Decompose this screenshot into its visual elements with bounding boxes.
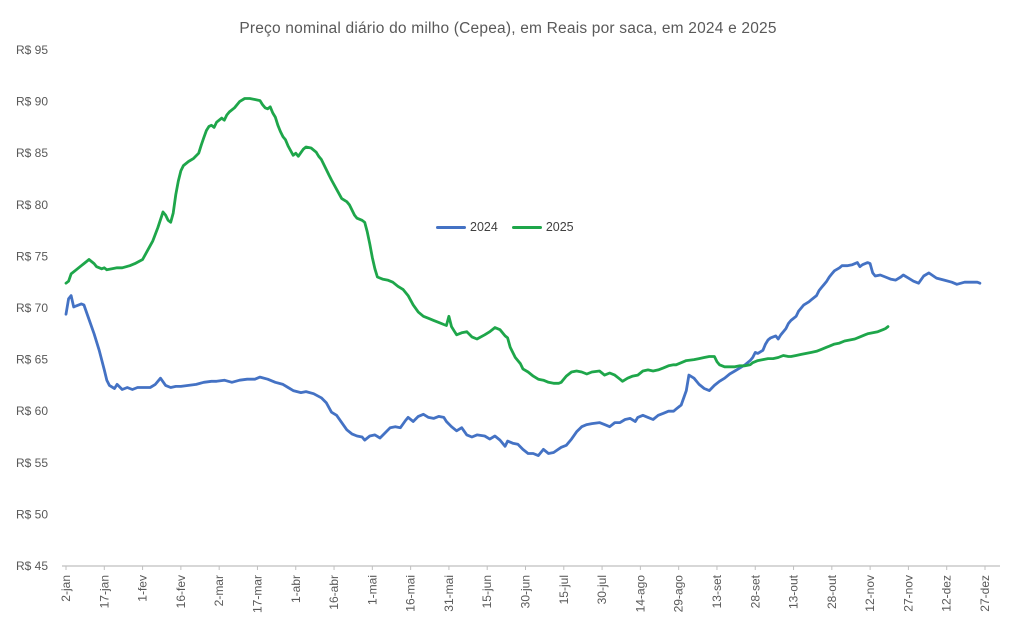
chart-legend: 2024 2025 bbox=[436, 220, 574, 234]
legend-label-2025: 2025 bbox=[545, 220, 574, 234]
y-axis-tick-label: R$ 75 bbox=[16, 249, 48, 263]
x-axis-tick-label: 13-set bbox=[710, 574, 724, 608]
legend-label-2024: 2024 bbox=[470, 220, 498, 234]
x-axis-tick-label: 30-jul bbox=[595, 575, 609, 604]
y-axis-tick-label: R$ 50 bbox=[16, 507, 48, 521]
x-axis-tick-label: 16-mai bbox=[404, 575, 418, 612]
legend-swatch-2025-line-icon bbox=[511, 225, 542, 229]
legend-item-2024: 2024 bbox=[436, 220, 498, 234]
series-line-2025 bbox=[64, 97, 890, 385]
x-axis-tick-label: 1-fev bbox=[136, 575, 150, 602]
x-axis-tick-label: 12-dez bbox=[940, 575, 954, 612]
x-axis-tick-label: 17-mar bbox=[250, 575, 264, 613]
x-axis-tick-label: 28-out bbox=[825, 574, 839, 609]
x-axis-tick-label: 14-ago bbox=[633, 575, 647, 613]
y-axis-tick-label: R$ 85 bbox=[16, 146, 48, 160]
x-axis-tick-label: 29-ago bbox=[672, 575, 686, 613]
x-axis-tick-label: 15-jun bbox=[480, 575, 494, 608]
x-axis-tick-label: 31-mai bbox=[442, 575, 456, 612]
y-axis-tick-label: R$ 95 bbox=[16, 43, 48, 57]
y-axis-tick-label: R$ 60 bbox=[16, 404, 48, 418]
x-axis-tick-label: 30-jun bbox=[519, 575, 533, 608]
x-axis-tick-label: 13-out bbox=[787, 574, 801, 609]
x-axis-tick-label: 15-jul bbox=[557, 575, 571, 604]
x-axis-tick-label: 27-nov bbox=[901, 575, 915, 612]
x-axis-tick-label: 17-jan bbox=[97, 575, 111, 608]
x-axis-tick-label: 2-mar bbox=[212, 575, 226, 606]
chart-title: Preço nominal diário do milho (Cepea), e… bbox=[239, 20, 777, 37]
x-axis-tick-label: 27-dez bbox=[978, 575, 992, 612]
legend-swatch-2024-line-icon bbox=[436, 225, 466, 229]
x-axis-tick-label: 28-set bbox=[748, 574, 762, 608]
x-axis-tick-label: 16-abr bbox=[327, 575, 341, 610]
y-axis-tick-label: R$ 65 bbox=[16, 353, 48, 367]
x-axis-tick-label: 1-abr bbox=[289, 575, 303, 603]
legend-item-2025: 2025 bbox=[511, 220, 574, 234]
x-axis-tick-label: 1-mai bbox=[365, 575, 379, 605]
y-axis-tick-label: R$ 55 bbox=[16, 456, 48, 470]
y-axis-tick-label: R$ 90 bbox=[16, 95, 48, 109]
y-axis-tick-label: R$ 45 bbox=[16, 559, 48, 573]
y-axis-tick-label: R$ 70 bbox=[16, 301, 48, 315]
x-axis-tick-label: 12-nov bbox=[863, 575, 877, 612]
x-axis-tick-label: 16-fev bbox=[174, 575, 188, 608]
y-axis-tick-label: R$ 80 bbox=[16, 198, 48, 212]
x-axis-tick-label: 2-jan bbox=[59, 575, 73, 602]
series-line-2024 bbox=[64, 261, 982, 458]
